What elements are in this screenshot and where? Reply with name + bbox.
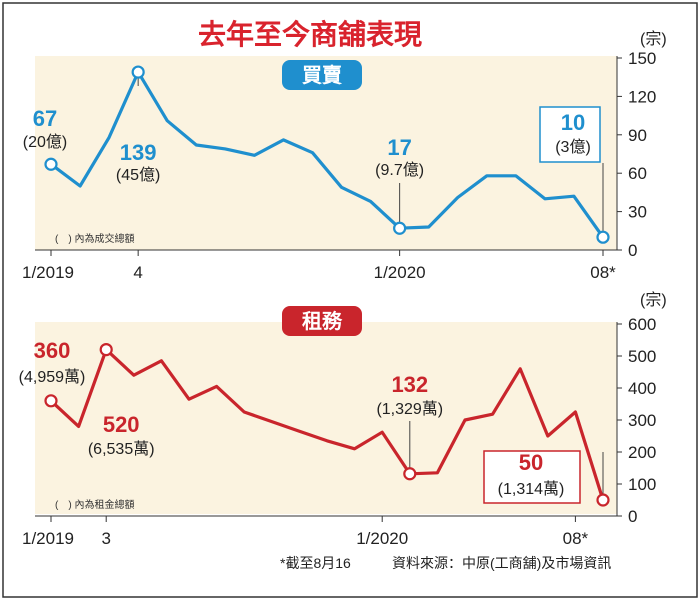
lease-x-tick-label: 1/2020 — [356, 529, 408, 548]
sales-data-point — [44, 157, 58, 171]
sales-y-tick-label: 120 — [628, 87, 656, 106]
lease-y-tick-label: 400 — [628, 379, 656, 398]
lease-data-point — [403, 467, 417, 481]
sales-data-sublabel: (9.7億) — [375, 161, 424, 179]
sales-y-tick-label: 30 — [628, 203, 647, 222]
sales-data-label: 17 — [387, 135, 411, 160]
lease-panel-title: 租務 — [302, 310, 343, 333]
lease-data-sublabel: (6,535萬) — [88, 440, 155, 458]
sales-data-sublabel: (45億) — [116, 166, 160, 184]
lease-pill — [282, 306, 362, 336]
sales-y-tick-label: 150 — [628, 49, 656, 68]
lease-y-tick-label: 500 — [628, 347, 656, 366]
lease-y-tick-label: 300 — [628, 411, 656, 430]
lease-data-sublabel: (1,314萬) — [498, 480, 565, 498]
sales-series-line — [50, 70, 605, 239]
sales-pill — [282, 60, 362, 90]
lease-x-tick-label: 3 — [101, 529, 110, 548]
lease-y-tick-label: 0 — [628, 507, 637, 526]
sales-data-point — [596, 230, 610, 244]
sales-x-tick-label: 4 — [133, 263, 142, 282]
lease-data-label: 360 — [34, 338, 71, 363]
sales-ylabel: (宗) — [640, 30, 667, 48]
lease-data-label: 132 — [391, 372, 428, 397]
lease-series-line — [49, 348, 605, 501]
lease-data-sublabel: (4,959萬) — [19, 368, 86, 386]
lease-data-label: 520 — [103, 412, 140, 437]
lease-x-tick-label: 08* — [563, 529, 589, 548]
sales-data-label: 67 — [33, 106, 57, 131]
sales-y-tick-label: 90 — [628, 126, 647, 145]
sales-note: ( ) 內為成交總額 — [55, 232, 134, 245]
sales-y-tick-label: 0 — [628, 241, 637, 260]
sales-x-tick-label: 1/2019 — [22, 263, 74, 282]
sales-y-tick-label: 60 — [628, 164, 647, 183]
lease-x-tick-label: 1/2019 — [22, 529, 74, 548]
lease-data-label: 50 — [519, 450, 543, 475]
lease-y-tick-label: 200 — [628, 443, 656, 462]
lease-data-point — [44, 394, 58, 408]
footer-note: *截至8月16 — [280, 555, 351, 571]
sales-data-label: 139 — [120, 140, 157, 165]
footer-source: 資料來源：中原(工商舖)及市場資訊 — [392, 555, 611, 571]
sales-panel-title: 買賣 — [302, 64, 343, 87]
sales-x-tick-label: 1/2020 — [374, 263, 426, 282]
sales-data-point — [131, 65, 145, 79]
lease-data-point — [99, 343, 113, 357]
chart-title: 去年至今商舖表現 — [198, 18, 422, 50]
lease-data-sublabel: (1,329萬) — [376, 400, 443, 418]
lease-callout-box — [483, 450, 581, 504]
lease-note: ( ) 內為租金總額 — [55, 498, 134, 511]
lease-chart-group: 0 100 200 300 400 500 600 1/2019 3 1/2020 08* 360 (4… — [19, 315, 657, 548]
sales-data-label: 10 — [561, 110, 585, 135]
sales-data-sublabel: (20億) — [23, 133, 67, 151]
lease-y-tick-label: 600 — [628, 315, 656, 334]
sales-data-point — [393, 221, 407, 235]
lease-ylabel: (宗) — [640, 291, 667, 309]
sales-callout-box — [539, 106, 601, 163]
sales-x-tick-label: 08* — [590, 263, 616, 282]
sales-data-sublabel: (3億) — [555, 138, 591, 156]
lease-y-tick-label: 100 — [628, 475, 656, 494]
lease-data-point — [596, 493, 610, 507]
